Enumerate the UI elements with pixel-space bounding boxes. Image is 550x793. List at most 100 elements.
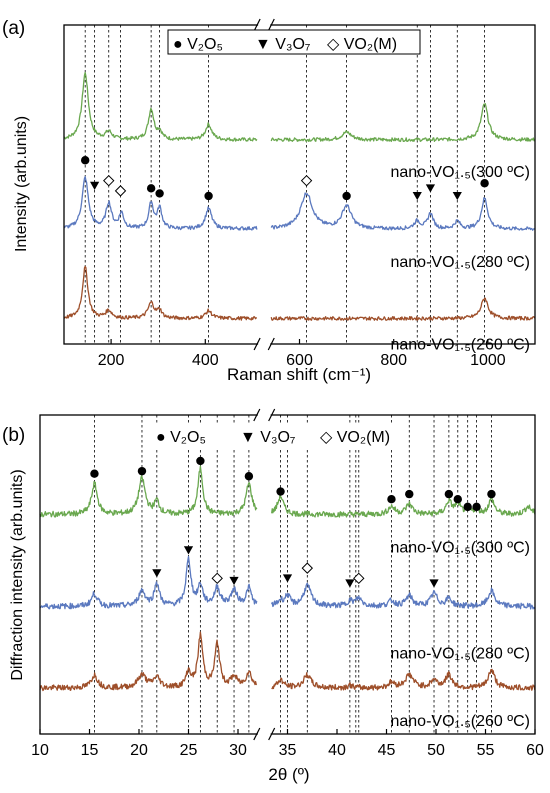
panel-a-y-axis-label: Intensity (arb.units) — [13, 116, 30, 252]
panel-a-x-ticks: 200 400 600 800 1000 — [98, 339, 506, 369]
vo2-marker — [103, 174, 115, 187]
vo2-marker — [300, 174, 313, 187]
v3o7-marker — [425, 184, 436, 193]
series-line-blue — [270, 192, 536, 231]
legend-entry: ● V₂O₅ — [173, 36, 223, 53]
legend-entry: ◇ VO₂(M) — [327, 36, 397, 53]
v3o7-marker — [452, 191, 462, 201]
axis-break-gap — [257, 728, 271, 740]
panel-a-guide-lines — [84, 25, 486, 344]
panel-a-legend-box — [167, 29, 421, 55]
panel-b-peak-markers — [90, 456, 496, 588]
v2o5-marker — [453, 495, 462, 504]
axis-break-mark — [267, 18, 275, 32]
series-line-blue — [271, 582, 536, 610]
panel-b-axis-break — [253, 408, 276, 741]
panel-a-axis-break — [253, 18, 275, 351]
panel-a-spectra — [63, 71, 536, 321]
axis-break-mark — [253, 727, 261, 741]
v3o7-marker — [429, 579, 439, 588]
panel-a: (a) 200 400 600 800 1000 nano-VO₁.₅(300 ºC)n… — [2, 18, 536, 384]
panel-a-x-axis-label: Raman shift (cm⁻¹) — [227, 365, 371, 384]
axis-break-mark — [253, 408, 261, 422]
vo2-marker — [211, 572, 223, 585]
series-line-blue — [63, 176, 258, 231]
series-line-green — [271, 493, 536, 518]
panel-b: (b) 10 15 20 25 30 35 40 45 50 55 60 nano-VO₁.₅(30… — [2, 408, 544, 784]
v3o7-marker — [412, 191, 422, 201]
panel-b-legend: ● V₂O₅ ▼ V₃O₇ ◇ VO₂(M) — [153, 423, 405, 448]
panel-b-y-axis-label: Diffraction intensity (arb.units) — [9, 469, 26, 680]
x-tick-label: 35 — [279, 742, 297, 759]
x-tick-label: 400 — [192, 352, 219, 369]
panel-b-guide-lines — [94, 415, 492, 734]
axis-break-mark — [253, 18, 261, 32]
panel-b-legend-box — [153, 423, 405, 448]
v3o7-marker — [345, 579, 355, 588]
v2o5-marker — [480, 179, 489, 188]
panel-b-x-axis-label: 2θ (º) — [268, 765, 309, 784]
series-line-green — [39, 465, 258, 518]
x-tick-label: 20 — [130, 742, 148, 759]
v3o7-marker — [90, 181, 100, 190]
panel-a-legend: ● V₂O₅ ▼ V₃O₇ ◇ VO₂(M) — [167, 29, 421, 55]
series-line-green — [63, 71, 258, 142]
panel-b-x-ticks: 10 15 20 25 30 35 40 45 50 55 60 — [31, 729, 544, 759]
x-tick-label: 10 — [31, 742, 49, 759]
vo2-marker — [301, 562, 314, 574]
panel-b-series-labels: nano-VO₁.₅(300 ºC) nano-VO₁.₅(280 ºC) nano… — [390, 540, 530, 731]
axis-break-gap — [258, 19, 271, 31]
x-tick-label: 45 — [378, 742, 396, 759]
x-tick-label: 55 — [477, 742, 495, 759]
v2o5-marker — [342, 191, 351, 201]
axis-break-gap — [258, 338, 271, 350]
x-tick-label: 800 — [380, 352, 407, 369]
x-tick-label: 40 — [328, 742, 346, 759]
series-line-brown — [271, 668, 536, 691]
x-tick-label: 25 — [180, 742, 198, 759]
v2o5-marker — [444, 489, 454, 499]
x-tick-label: 15 — [81, 742, 99, 759]
vo2-marker — [114, 185, 127, 197]
v2o5-marker — [137, 466, 147, 476]
x-tick-label: 1000 — [470, 352, 506, 369]
legend-entry: ▼ V₃O₇ — [255, 36, 310, 53]
series-label-blue: nano-VO₁.₅(280 ºC) — [390, 254, 530, 271]
v3o7-marker — [183, 546, 194, 555]
x-tick-label: 60 — [526, 742, 544, 759]
vo2-marker — [353, 572, 365, 585]
legend-entry: ▼ V₃O₇ — [240, 429, 295, 446]
panel-a-label: (a) — [2, 18, 25, 39]
x-tick-label: 200 — [98, 352, 125, 369]
series-line-brown — [63, 265, 257, 321]
series-line-blue — [39, 555, 258, 610]
v3o7-marker — [229, 576, 239, 586]
axis-break-mark — [268, 727, 276, 741]
v2o5-marker — [276, 487, 285, 496]
series-label-green: nano-VO₁.₅(300 ºC) — [390, 164, 530, 181]
axis-break-mark — [253, 337, 261, 351]
series-line-green — [270, 103, 535, 143]
panel-a-series-labels: nano-VO₁.₅(300 ºC) nano-VO₁.₅(280 ºC) nano… — [390, 164, 530, 354]
axis-break-mark — [267, 337, 275, 351]
axis-break-gap — [257, 409, 271, 421]
v2o5-marker — [472, 502, 481, 512]
series-label-brown: nano-VO₁.₅(260 ºC) — [390, 336, 530, 353]
legend-entry: ◇ VO₂(M) — [320, 429, 390, 446]
x-tick-label: 600 — [286, 352, 313, 369]
panel-b-label: (b) — [2, 425, 25, 446]
panel-a-frame — [63, 24, 536, 345]
v2o5-marker — [146, 184, 156, 193]
v2o5-marker — [90, 469, 99, 478]
v3o7-marker — [282, 574, 293, 583]
v2o5-marker — [487, 489, 496, 499]
v3o7-marker — [152, 569, 162, 578]
v2o5-marker — [405, 489, 414, 499]
series-label-brown: nano-VO₁.₅(260 ºC) — [390, 713, 530, 730]
v2o5-marker — [463, 502, 472, 512]
v2o5-marker — [387, 495, 396, 504]
series-label-green: nano-VO₁.₅(300 ºC) — [390, 540, 530, 557]
v2o5-marker — [244, 472, 254, 481]
v2o5-marker — [155, 189, 164, 198]
axis-break-mark — [268, 408, 276, 422]
